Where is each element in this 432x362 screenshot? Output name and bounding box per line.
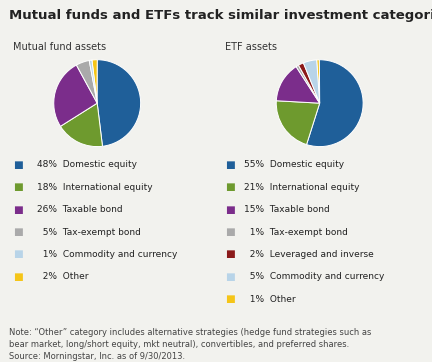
- Wedge shape: [92, 60, 97, 103]
- Wedge shape: [54, 65, 97, 126]
- Text: Mutual fund assets: Mutual fund assets: [13, 42, 106, 52]
- Text: 5%  Commodity and currency: 5% Commodity and currency: [244, 273, 384, 281]
- Wedge shape: [296, 65, 320, 103]
- Text: 1%  Tax-exempt bond: 1% Tax-exempt bond: [244, 228, 348, 236]
- Wedge shape: [97, 60, 141, 146]
- Wedge shape: [276, 67, 320, 103]
- Text: Mutual funds and ETFs track similar investment categories: Mutual funds and ETFs track similar inve…: [9, 9, 432, 22]
- Text: Source: Morningstar, Inc. as of 9/30/2013.: Source: Morningstar, Inc. as of 9/30/201…: [9, 352, 185, 361]
- Text: 5%  Tax-exempt bond: 5% Tax-exempt bond: [37, 228, 140, 236]
- Text: 15%  Taxable bond: 15% Taxable bond: [244, 205, 330, 214]
- Text: 1%  Other: 1% Other: [244, 295, 296, 304]
- Text: 26%  Taxable bond: 26% Taxable bond: [37, 205, 122, 214]
- Text: ■: ■: [225, 227, 235, 237]
- Wedge shape: [276, 101, 320, 144]
- Text: 2%  Other: 2% Other: [37, 273, 88, 281]
- Text: ■: ■: [13, 182, 23, 192]
- Wedge shape: [89, 60, 97, 103]
- Wedge shape: [76, 60, 97, 103]
- Text: ■: ■: [13, 227, 23, 237]
- Text: 55%  Domestic equity: 55% Domestic equity: [244, 160, 344, 169]
- Text: ■: ■: [13, 205, 23, 215]
- Wedge shape: [307, 60, 363, 147]
- Text: ■: ■: [13, 249, 23, 260]
- Text: Note: “Other” category includes alternative strategies (hedge fund strategies su: Note: “Other” category includes alternat…: [9, 328, 371, 337]
- Text: ■: ■: [225, 249, 235, 260]
- Text: 2%  Leveraged and inverse: 2% Leveraged and inverse: [244, 250, 374, 259]
- Text: ■: ■: [225, 160, 235, 170]
- Text: ■: ■: [13, 272, 23, 282]
- Wedge shape: [303, 60, 320, 103]
- Wedge shape: [317, 60, 320, 103]
- Wedge shape: [299, 63, 320, 103]
- Text: 18%  International equity: 18% International equity: [37, 183, 152, 191]
- Text: ■: ■: [225, 272, 235, 282]
- Wedge shape: [60, 103, 102, 147]
- Text: 1%  Commodity and currency: 1% Commodity and currency: [37, 250, 177, 259]
- Text: ■: ■: [225, 294, 235, 304]
- Text: ETF assets: ETF assets: [225, 42, 276, 52]
- Text: 21%  International equity: 21% International equity: [244, 183, 359, 191]
- Text: ■: ■: [13, 160, 23, 170]
- Text: bear market, long/short equity, mkt neutral), convertibles, and preferred shares: bear market, long/short equity, mkt neut…: [9, 340, 349, 349]
- Text: 48%  Domestic equity: 48% Domestic equity: [37, 160, 137, 169]
- Text: ■: ■: [225, 182, 235, 192]
- Text: ■: ■: [225, 205, 235, 215]
